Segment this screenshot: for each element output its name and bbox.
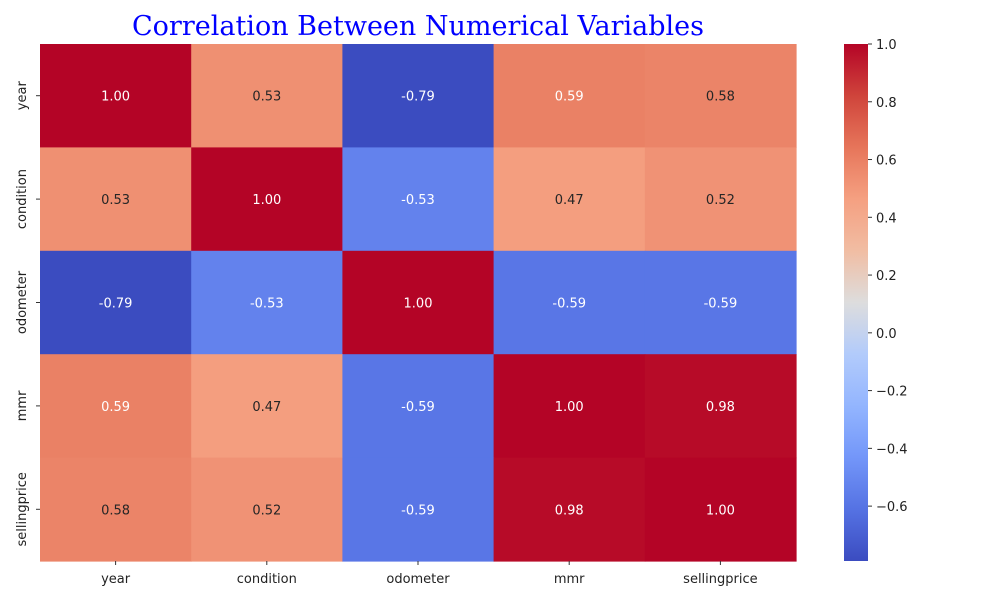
cell-value-label: 0.53 bbox=[101, 193, 130, 208]
heatmap-cell bbox=[191, 147, 343, 252]
heatmap-cell bbox=[40, 44, 192, 148]
y-axis: year condition odometer mmr sellingprice bbox=[15, 81, 40, 547]
heatmap-cell bbox=[342, 354, 495, 459]
cell-value-label: 0.47 bbox=[555, 193, 584, 208]
cell-value-label: -0.59 bbox=[401, 400, 435, 415]
colorbar-tick-label: 0.4 bbox=[876, 211, 897, 226]
heatmap-cell bbox=[342, 457, 495, 562]
colorbar-tick-label: −0.4 bbox=[876, 442, 908, 457]
x-axis: year condition odometer mmr sellingprice bbox=[101, 561, 758, 587]
colorbar-tick-label: 0.8 bbox=[876, 96, 897, 111]
cell-value-label: 0.52 bbox=[252, 503, 281, 518]
cell-value-label: 1.00 bbox=[706, 503, 735, 518]
heatmap-cell bbox=[644, 44, 797, 148]
y-tick-label: mmr bbox=[15, 390, 30, 421]
cell-value-label: 1.00 bbox=[252, 193, 281, 208]
x-tick-label: odometer bbox=[386, 572, 450, 587]
heatmap-cell bbox=[191, 457, 343, 562]
cell-value-label: 1.00 bbox=[404, 297, 433, 312]
heatmap-cell bbox=[644, 457, 797, 562]
cell-value-label: -0.79 bbox=[99, 297, 133, 312]
y-tick-label: year bbox=[15, 81, 30, 111]
chart-title: Correlation Between Numerical Variables bbox=[132, 11, 704, 42]
heatmap-cell bbox=[40, 457, 192, 562]
cell-value-label: -0.53 bbox=[250, 297, 284, 312]
cell-value-label: 0.47 bbox=[252, 400, 281, 415]
cell-value-label: 0.59 bbox=[101, 400, 130, 415]
heatmap-cell bbox=[493, 354, 646, 459]
colorbar-tick-label: 0.2 bbox=[876, 269, 897, 284]
cell-value-label: -0.53 bbox=[401, 193, 435, 208]
y-tick-label: sellingprice bbox=[15, 472, 30, 546]
heatmap-cell bbox=[644, 250, 797, 355]
colorbar: 1.0 0.8 0.6 0.4 0.2 0.0 −0.2 −0.4 −0.6 bbox=[844, 38, 908, 561]
heatmap-grid: 1.00 0.53 -0.79 0.59 0.58 0.53 1.00 -0.53 0.47 0.… bbox=[40, 44, 797, 562]
colorbar-tick-label: 0.6 bbox=[876, 154, 897, 169]
heatmap-cell bbox=[342, 250, 495, 355]
cell-value-label: -0.79 bbox=[401, 90, 435, 105]
x-tick-label: year bbox=[101, 572, 131, 587]
heatmap-cell bbox=[493, 147, 646, 252]
cell-value-label: 0.53 bbox=[252, 90, 281, 105]
cell-value-label: 0.98 bbox=[555, 503, 584, 518]
colorbar-tick-label: −0.6 bbox=[876, 500, 908, 515]
cell-value-label: 0.59 bbox=[555, 90, 584, 105]
heatmap-cell bbox=[40, 354, 192, 459]
heatmap-cell bbox=[40, 250, 192, 355]
cell-value-label: -0.59 bbox=[552, 297, 586, 312]
heatmap-cell bbox=[40, 147, 192, 252]
heatmap-cell bbox=[644, 354, 797, 459]
heatmap-cell bbox=[644, 147, 797, 252]
heatmap-cell bbox=[191, 44, 343, 148]
x-tick-label: sellingprice bbox=[683, 572, 757, 587]
cell-value-label: 0.58 bbox=[101, 503, 130, 518]
colorbar-tick-label: 1.0 bbox=[876, 38, 897, 53]
colorbar-tick-label: 0.0 bbox=[876, 327, 897, 342]
cell-value-label: 0.58 bbox=[706, 90, 735, 105]
cell-value-label: 1.00 bbox=[101, 90, 130, 105]
cell-value-label: 1.00 bbox=[555, 400, 584, 415]
heatmap-cell bbox=[493, 250, 646, 355]
heatmap-cell bbox=[493, 457, 646, 562]
heatmap-cell bbox=[342, 147, 495, 252]
x-tick-label: condition bbox=[237, 572, 297, 587]
heatmap-cell bbox=[342, 44, 495, 148]
heatmap-cell bbox=[191, 354, 343, 459]
x-tick-label: mmr bbox=[554, 572, 585, 587]
y-tick-label: odometer bbox=[15, 270, 30, 334]
cell-value-label: 0.52 bbox=[706, 193, 735, 208]
cell-value-label: -0.59 bbox=[704, 297, 738, 312]
heatmap-cell bbox=[493, 44, 646, 148]
colorbar-gradient bbox=[844, 44, 868, 561]
cell-value-label: 0.98 bbox=[706, 400, 735, 415]
heatmap-cell bbox=[191, 250, 343, 355]
y-tick-label: condition bbox=[15, 169, 30, 229]
colorbar-tick-label: −0.2 bbox=[876, 385, 908, 400]
cell-value-label: -0.59 bbox=[401, 503, 435, 518]
